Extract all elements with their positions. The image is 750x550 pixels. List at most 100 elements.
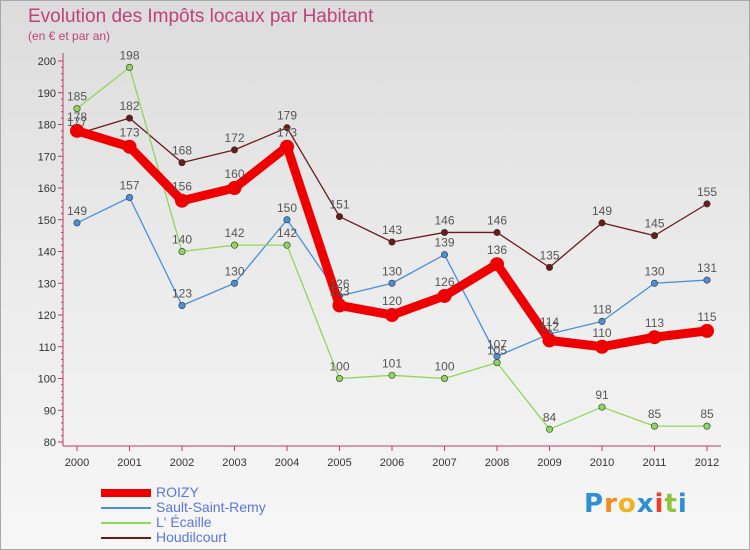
data-label-roizy: 178 (67, 110, 87, 124)
data-label-houdilcourt: 172 (224, 131, 244, 145)
y-tick-label: 170 (38, 151, 56, 163)
x-tick-label: 2005 (327, 457, 351, 469)
data-point-sault-saint-remy (703, 276, 711, 284)
data-label-sault-saint-remy: 130 (644, 264, 664, 278)
x-tick-label: 2008 (485, 457, 509, 469)
data-label-roizy: 120 (382, 294, 402, 308)
data-point-l-caille (388, 371, 396, 379)
data-label-sault-saint-remy: 114 (540, 315, 559, 329)
y-tick-label: 130 (38, 278, 56, 290)
data-label-sault-saint-remy: 149 (67, 204, 87, 218)
y-tick-label: 180 (38, 120, 56, 132)
data-point-sault-saint-remy (388, 279, 396, 287)
data-label-sault-saint-remy: 150 (277, 201, 297, 215)
legend-label: Houdilcourt (156, 529, 227, 545)
data-point-l-caille (493, 359, 501, 367)
data-label-roizy: 115 (697, 310, 716, 324)
legend-label: Sault-Saint-Remy (156, 499, 266, 515)
data-label-sault-saint-remy: 126 (329, 277, 349, 291)
data-point-roizy (227, 181, 242, 195)
data-label-l-caille: 185 (67, 90, 87, 104)
legend-swatch (101, 521, 151, 524)
data-label-houdilcourt: 149 (592, 204, 612, 218)
data-label-sault-saint-remy: 130 (224, 264, 244, 278)
x-tick-label: 2012 (695, 457, 719, 469)
data-label-sault-saint-remy: 123 (172, 286, 192, 300)
data-label-l-caille: 100 (329, 360, 349, 374)
data-point-sault-saint-remy (73, 219, 81, 227)
data-label-houdilcourt: 151 (329, 198, 349, 212)
data-label-roizy: 113 (645, 316, 664, 330)
x-tick-label: 2000 (65, 457, 89, 469)
data-label-roizy: 173 (277, 126, 297, 140)
data-point-houdilcourt (493, 228, 501, 236)
data-label-houdilcourt: 143 (382, 223, 402, 237)
data-label-roizy: 136 (487, 243, 507, 257)
data-point-l-caille (598, 403, 606, 411)
data-point-houdilcourt (178, 159, 186, 167)
data-label-l-caille: 91 (595, 388, 609, 402)
data-label-houdilcourt: 135 (539, 248, 559, 262)
data-label-roizy: 173 (119, 126, 139, 140)
data-label-roizy: 126 (434, 275, 454, 289)
data-point-sault-saint-remy (231, 279, 239, 287)
legend-swatch (101, 488, 151, 497)
data-label-l-caille: 85 (700, 407, 714, 421)
data-label-sault-saint-remy: 118 (592, 302, 611, 316)
x-tick-label: 2010 (590, 457, 614, 469)
data-label-sault-saint-remy: 130 (382, 264, 402, 278)
data-label-roizy: 160 (224, 167, 244, 181)
data-point-l-caille (545, 425, 553, 433)
data-point-roizy (385, 308, 399, 322)
data-point-l-caille (178, 248, 186, 256)
data-point-sault-saint-remy (650, 279, 658, 287)
data-label-houdilcourt: 155 (697, 185, 717, 199)
data-label-roizy: 123 (329, 284, 349, 298)
x-tick-label: 2002 (170, 457, 194, 469)
data-point-sault-saint-remy (440, 251, 448, 259)
y-tick-label: 90 (44, 405, 56, 417)
data-point-roizy (437, 288, 452, 303)
data-point-roizy (542, 333, 557, 348)
series-layer (70, 63, 714, 433)
data-point-l-caille (650, 422, 658, 430)
data-label-roizy: 156 (172, 180, 192, 194)
data-label-sault-saint-remy: 157 (119, 179, 139, 193)
data-point-sault-saint-remy (283, 216, 291, 224)
data-point-roizy (122, 139, 137, 154)
y-tick-label: 150 (38, 215, 56, 227)
data-label-houdilcourt: 182 (119, 99, 139, 113)
data-point-l-caille (283, 241, 291, 249)
logo-letter: i (677, 489, 688, 519)
x-tick-label: 2011 (643, 457, 667, 469)
y-tick-label: 160 (38, 183, 56, 195)
proxiti-logo: Proxiti (584, 489, 688, 519)
data-label-l-caille: 101 (382, 356, 402, 370)
logo-letter: P (584, 489, 605, 519)
data-point-roizy (647, 330, 662, 345)
x-tick-label: 2003 (222, 457, 246, 469)
data-label-sault-saint-remy: 131 (697, 261, 717, 275)
data-point-houdilcourt (545, 263, 553, 271)
data-label-sault-saint-remy: 107 (487, 337, 507, 351)
y-tick-label: 110 (38, 342, 56, 354)
data-point-roizy (595, 339, 609, 354)
legend-label: ROIZY (156, 484, 199, 500)
data-label-roizy: 110 (592, 326, 611, 340)
data-label-l-caille: 105 (487, 344, 507, 358)
legend-swatch (101, 506, 151, 509)
data-point-roizy (280, 139, 294, 154)
chart-subtitle: (en € et par an) (28, 29, 111, 43)
data-point-houdilcourt (440, 228, 448, 236)
data-label-l-caille: 198 (119, 48, 139, 62)
legend-label: L' Écaille (156, 514, 212, 530)
y-tick-label: 100 (38, 374, 56, 386)
data-point-roizy (332, 298, 347, 313)
y-tick-label: 200 (38, 56, 56, 68)
data-label-l-caille: 142 (224, 226, 244, 240)
data-point-roizy (175, 193, 189, 208)
data-label-l-caille: 85 (648, 407, 662, 421)
data-point-l-caille (440, 374, 448, 382)
